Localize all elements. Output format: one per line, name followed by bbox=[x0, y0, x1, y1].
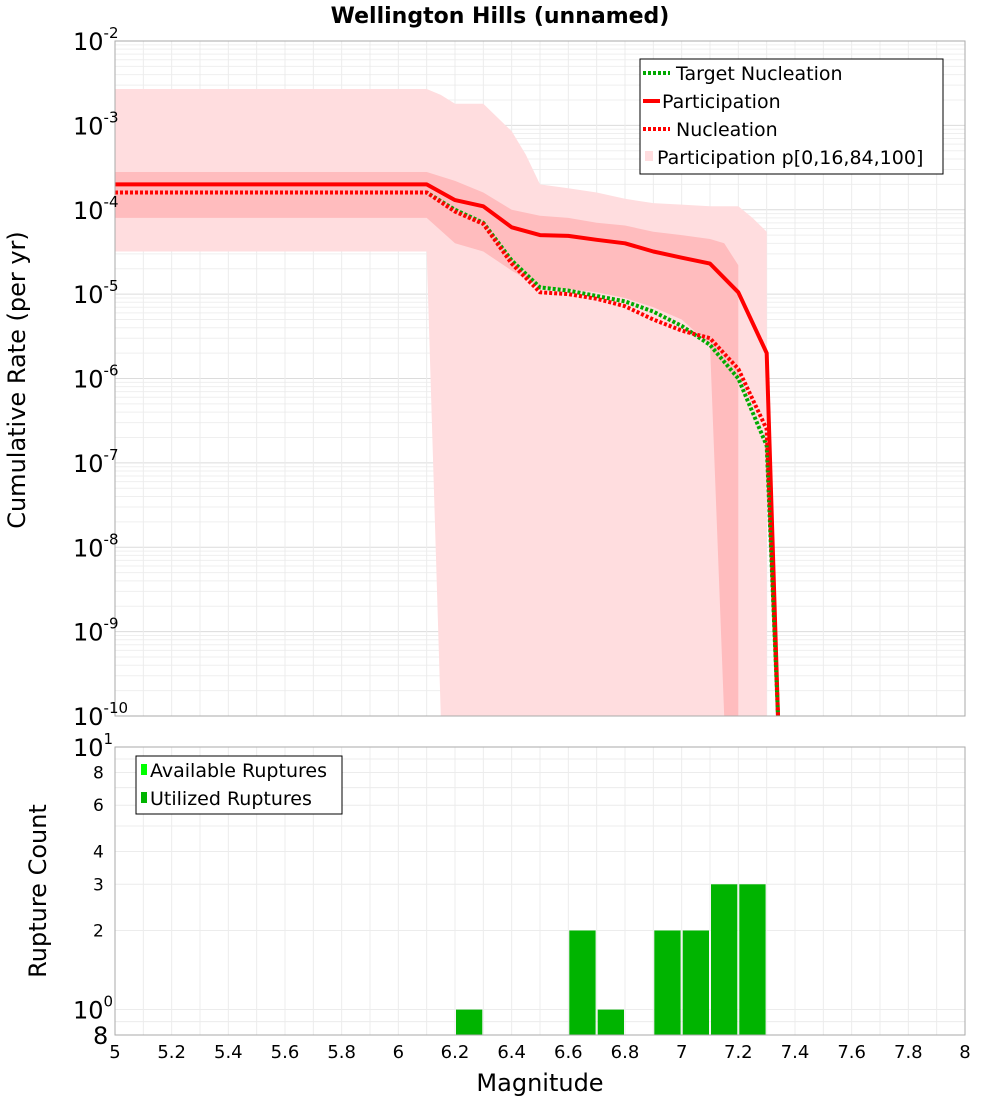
chart-title: Wellington Hills (unnamed) bbox=[331, 4, 670, 29]
x-tick-label: 8 bbox=[959, 1042, 970, 1063]
bottom-y-tick-label: 8 bbox=[93, 1022, 108, 1050]
legend-label-nucleation: Nucleation bbox=[676, 119, 778, 141]
top-y-tick-label: 10-9 bbox=[73, 615, 119, 647]
series-line-nucleation bbox=[115, 190, 780, 717]
bottom-y-tick-label: 100 bbox=[73, 993, 113, 1025]
bottom-y-tick-label: 4 bbox=[93, 842, 104, 862]
x-tick-label: 7.2 bbox=[724, 1042, 753, 1063]
top-y-tick-label: 10-4 bbox=[73, 193, 119, 225]
bottom-bars bbox=[456, 884, 766, 1035]
utilized-rupture-bar bbox=[597, 1009, 624, 1035]
legend-label-participation: Participation bbox=[662, 91, 781, 113]
x-tick-label: 5.2 bbox=[157, 1042, 186, 1063]
x-tick-label: 6.2 bbox=[441, 1042, 470, 1063]
top-legend-box bbox=[639, 58, 944, 175]
top-y-tick-label: 10-6 bbox=[73, 362, 119, 394]
bottom-legend-box bbox=[135, 755, 343, 815]
x-tick-label: 6 bbox=[393, 1042, 404, 1063]
utilized-rupture-bar bbox=[654, 930, 681, 1035]
x-tick-label: 5.8 bbox=[327, 1042, 356, 1063]
legend-label-participation-band: Participation p[0,16,84,100] bbox=[657, 147, 923, 169]
legend-label-available-ruptures: Available Ruptures bbox=[150, 760, 327, 782]
x-tick-label: 6.8 bbox=[611, 1042, 640, 1063]
utilized-rupture-bar bbox=[682, 930, 709, 1035]
top-bands bbox=[115, 89, 767, 716]
legend-swatch-available-ruptures bbox=[141, 764, 147, 775]
top-y-tick-label: 10-10 bbox=[73, 699, 128, 731]
x-tick-label: 6.6 bbox=[554, 1042, 583, 1063]
x-tick-label: 7.8 bbox=[894, 1042, 923, 1063]
bottom-y-axis-label: Rupture Count bbox=[24, 804, 52, 978]
top-y-tick-label: 10-7 bbox=[73, 446, 119, 478]
x-tick-label: 5.4 bbox=[214, 1042, 243, 1063]
legend-label-target-nucleation: Target Nucleation bbox=[675, 63, 843, 85]
top-y-tick-label: 10-8 bbox=[73, 530, 119, 562]
top-y-tick-label: 10-3 bbox=[73, 108, 119, 140]
top-y-tick-label: 10-2 bbox=[73, 24, 119, 56]
utilized-rupture-bar bbox=[711, 884, 738, 1035]
legend-swatch-utilized-ruptures bbox=[141, 792, 147, 803]
series-line-participation bbox=[115, 182, 780, 717]
x-tick-label: 7.6 bbox=[837, 1042, 866, 1063]
bottom-plot-border bbox=[114, 746, 966, 1036]
top-lines bbox=[115, 182, 780, 717]
utilized-rupture-bar bbox=[739, 884, 766, 1035]
bottom-legend: Available Ruptures Utilized Ruptures bbox=[135, 755, 343, 815]
x-tick-label: 5.6 bbox=[271, 1042, 300, 1063]
bottom-y-tick-label: 6 bbox=[93, 796, 104, 816]
x-tick-label: 6.4 bbox=[497, 1042, 526, 1063]
utilized-rupture-bar bbox=[456, 1009, 483, 1035]
top-y-axis-label: Cumulative Rate (per yr) bbox=[3, 231, 31, 529]
top-legend: Target Nucleation Participation Nucleati… bbox=[639, 58, 944, 175]
x-tick-label: 7 bbox=[676, 1042, 687, 1063]
x-axis-ticks: 5 5.2 5.4 5.6 5.8 6 6.2 6.4 6.6 6.8 7 7.2 7.4 7.6 7.8 8 bbox=[109, 1042, 970, 1063]
bottom-y-tick-label: 8 bbox=[93, 763, 104, 783]
legend-swatch-participation-band bbox=[645, 151, 653, 161]
top-y-tick-label: 10-5 bbox=[73, 277, 119, 309]
bottom-y-tick-label: 101 bbox=[73, 730, 113, 762]
x-tick-label: 7.4 bbox=[781, 1042, 810, 1063]
bottom-y-tick-label: 2 bbox=[93, 922, 104, 942]
utilized-rupture-bar bbox=[569, 930, 596, 1035]
bottom-y-tick-label: 3 bbox=[93, 875, 104, 895]
top-plot-border bbox=[114, 40, 966, 717]
x-axis-label: Magnitude bbox=[476, 1069, 603, 1097]
x-tick-label: 5 bbox=[109, 1042, 120, 1063]
legend-label-utilized-ruptures: Utilized Ruptures bbox=[150, 788, 312, 810]
